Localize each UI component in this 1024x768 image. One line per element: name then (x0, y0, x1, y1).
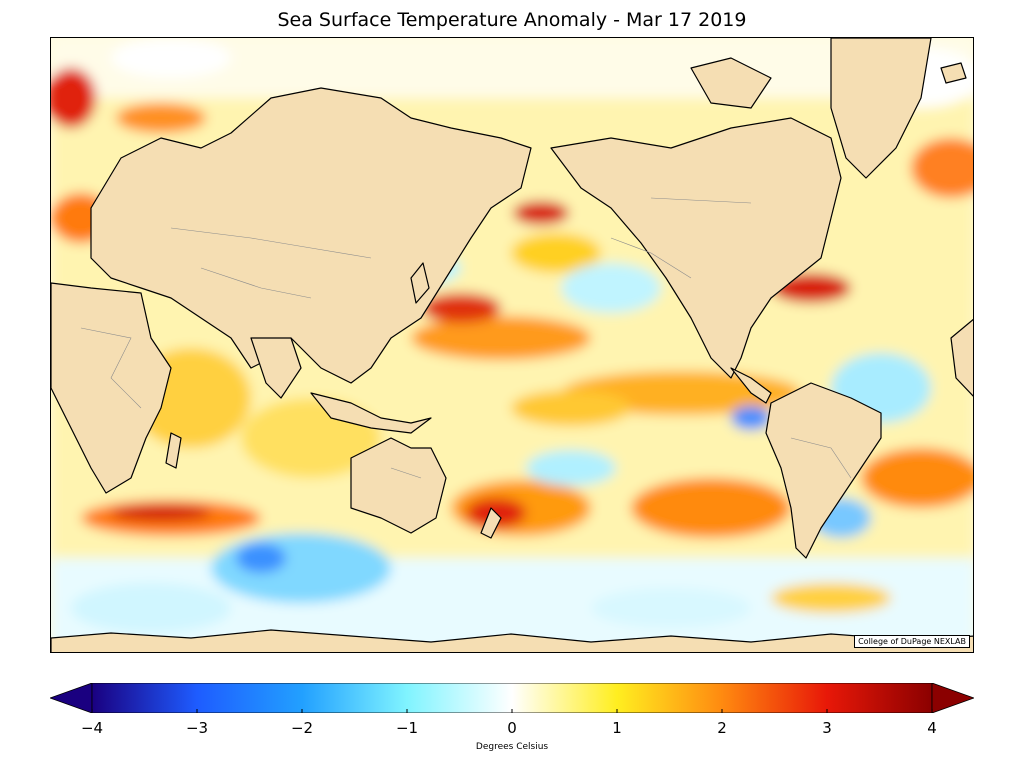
land-africa (51, 282, 172, 494)
land-arctic-islands (690, 57, 772, 109)
land-madagascar (165, 432, 182, 469)
land-indonesia (310, 392, 432, 434)
land-north-america (550, 117, 842, 379)
land-layer (51, 38, 973, 652)
colorbar-tick-label-4: 0 (507, 719, 517, 737)
land-australia (350, 437, 447, 534)
credit-label: College of DuPage NEXLAB (854, 635, 970, 648)
map-canvas (51, 38, 973, 652)
colorbar-svg (50, 683, 974, 713)
country-borders (80, 197, 852, 479)
colorbar-extend-low (50, 683, 93, 713)
land-eurasia (90, 87, 532, 384)
anomaly-field (51, 38, 973, 652)
land-south-america (765, 382, 882, 559)
colorbar-tick-label-2: −2 (290, 719, 314, 737)
land-greenland (830, 38, 932, 179)
colorbar-tick-label-8: 4 (927, 719, 937, 737)
colorbar-tick-label-6: 2 (717, 719, 727, 737)
colorbar (50, 683, 974, 713)
colorbar-tick-label-7: 3 (822, 719, 832, 737)
colorbar-tick-label-5: 1 (612, 719, 622, 737)
land-central-america (730, 367, 772, 404)
land-new-zealand (480, 507, 502, 539)
land-iceland (940, 62, 967, 84)
colorbar-extend-high (931, 683, 974, 713)
colorbar-tick-label-0: −4 (80, 719, 104, 737)
land-india (250, 337, 302, 399)
colorbar-tick-label-1: −3 (185, 719, 209, 737)
colorbar-tick-label-3: −1 (395, 719, 419, 737)
sst-anomaly-map: College of DuPage NEXLAB (50, 37, 974, 653)
land-japan (410, 262, 430, 304)
map-title: Sea Surface Temperature Anomaly - Mar 17… (277, 9, 747, 31)
colorbar-label: Degrees Celsius (475, 742, 549, 752)
land-europe-east-edge (950, 318, 973, 397)
colorbar-gradient (91, 683, 933, 713)
